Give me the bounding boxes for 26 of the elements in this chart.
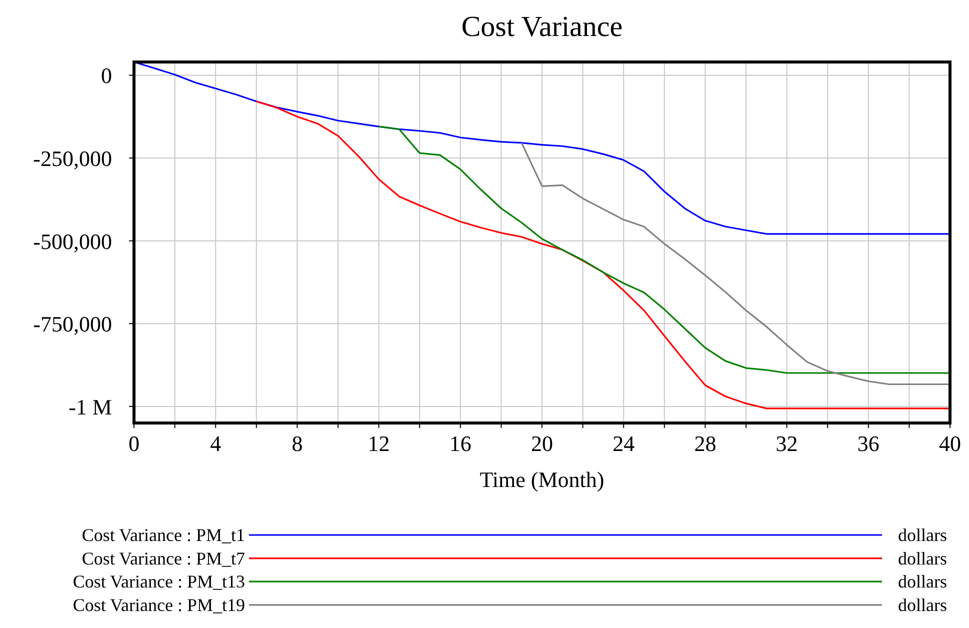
chart-title: Cost Variance xyxy=(461,11,623,43)
x-tick-label: 16 xyxy=(449,431,472,456)
x-tick-label: 28 xyxy=(694,431,716,456)
y-tick-label: -750,000 xyxy=(33,312,112,337)
text: dollars xyxy=(898,548,947,568)
legend-label: Cost Variance : PM_t1 xyxy=(82,525,245,545)
y-tick-label: -250,000 xyxy=(33,146,112,172)
x-tick-label: 8 xyxy=(292,431,303,456)
x-axis-title: Time (Month) xyxy=(480,467,604,492)
x-tick-label: 0 xyxy=(128,431,140,456)
y-tick-label: 0 xyxy=(101,63,112,88)
legend-label: Cost Variance : PM_t7 xyxy=(82,548,245,568)
x-tick-label: 4 xyxy=(210,431,222,456)
y-tick-label: -1 M xyxy=(68,394,112,420)
text: dollars xyxy=(898,594,947,615)
x-tick-label: 40 xyxy=(939,431,961,456)
x-tick-label: 36 xyxy=(857,431,880,456)
text: dollars xyxy=(898,572,947,592)
x-tick-label: 32 xyxy=(776,431,798,456)
y-tick-label: -500,000 xyxy=(33,228,112,254)
legend-label: Cost Variance : PM_t13 xyxy=(72,572,245,592)
x-tick-label: 12 xyxy=(368,431,390,456)
x-tick-label: 24 xyxy=(612,431,635,456)
text: dollars xyxy=(898,525,947,545)
x-tick-label: 20 xyxy=(531,431,553,456)
legend-label: Cost Variance : PM_t19 xyxy=(72,594,245,615)
